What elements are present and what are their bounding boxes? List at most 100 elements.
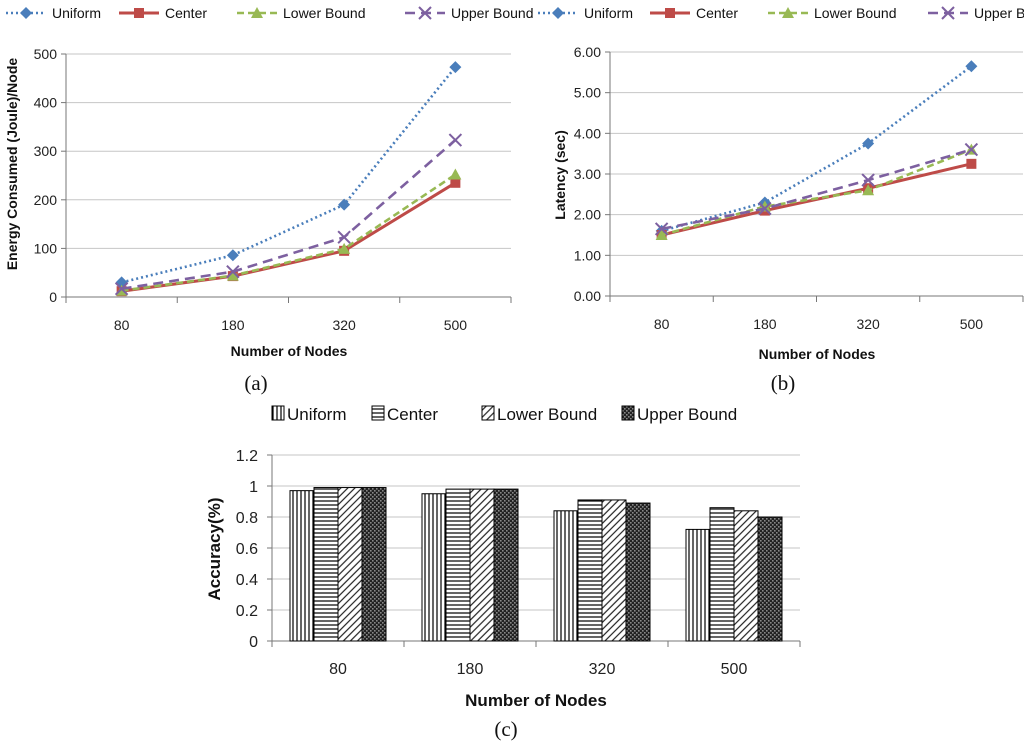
c-bar-uniform bbox=[289, 490, 315, 642]
c-x-tick-label: 80 bbox=[329, 661, 347, 678]
b-y-tick-label: 3.00 bbox=[574, 166, 601, 182]
a-series-upper-bound-line bbox=[121, 139, 457, 291]
a-point-upper-bound bbox=[448, 133, 463, 147]
chart-b-series bbox=[654, 60, 979, 240]
b-x-tick-label: 320 bbox=[856, 316, 880, 332]
chart-c-x-label: Number of Nodes bbox=[465, 691, 607, 710]
c-bar-upper-bound bbox=[361, 487, 387, 642]
b-point-upper-bound-stroke bbox=[758, 201, 772, 216]
c-y-tick-label: 0 bbox=[249, 634, 258, 651]
c-bar-uniform bbox=[553, 510, 579, 642]
c-bar-lower-bound bbox=[733, 510, 759, 642]
c-x-tick-label: 320 bbox=[589, 661, 616, 678]
a-legend-label-lower-bound: Lower Bound bbox=[283, 5, 366, 21]
a-y-tick-label: 200 bbox=[34, 192, 58, 208]
chart-c-legend: Uniform Center Lower Bound Upper Bound bbox=[271, 405, 737, 424]
chart-a-caption: (a) bbox=[244, 371, 267, 395]
c-legend-swatch-upper-bound bbox=[621, 405, 635, 421]
b-point-upper-bound bbox=[964, 142, 979, 157]
c-bar-upper-bound bbox=[757, 516, 783, 642]
chart-c: Uniform Center Lower Bound Upper Bound 0 0.2… bbox=[205, 405, 801, 741]
a-legend-label-uniform: Uniform bbox=[52, 5, 101, 21]
c-bar-upper-bound bbox=[625, 502, 651, 642]
b-point-upper-bound-stroke bbox=[654, 222, 669, 236]
a-legend-label-center: Center bbox=[165, 5, 207, 21]
a-point-upper-bound bbox=[226, 265, 240, 279]
chart-b-legend: Uniform Center Lower Bound Upper Bound bbox=[538, 5, 1024, 21]
b-point-upper-bound-stroke bbox=[964, 142, 979, 157]
chart-b-caption: (b) bbox=[771, 371, 796, 395]
a-point-upper-bound bbox=[337, 230, 351, 244]
c-x-tick-label: 180 bbox=[457, 661, 484, 678]
c-legend-label-lower-bound: Lower Bound bbox=[497, 405, 597, 424]
b-point-lower-bound bbox=[655, 229, 668, 240]
a-series-center-line bbox=[121, 181, 457, 293]
a-y-tick-label: 500 bbox=[34, 46, 58, 62]
a-point-upper-bound-stroke bbox=[448, 133, 463, 147]
a-point-lower-bound bbox=[449, 168, 462, 180]
chart-b-x-ticks: 80 180 320 500 bbox=[609, 296, 1024, 332]
a-legend-marker-upper-bound-stroke bbox=[418, 6, 432, 20]
b-point-upper-bound bbox=[861, 173, 875, 187]
b-legend-marker-center bbox=[665, 8, 675, 18]
a-y-tick-label: 100 bbox=[34, 240, 58, 256]
a-series-lower-bound-line bbox=[121, 173, 457, 292]
c-bar-center bbox=[445, 488, 471, 642]
b-y-tick-label: 2.00 bbox=[574, 207, 601, 223]
b-legend-marker-lower-bound bbox=[782, 7, 794, 18]
a-series-uniform-line bbox=[121, 66, 457, 284]
c-bar-center bbox=[577, 499, 603, 642]
b-legend-label-center: Center bbox=[696, 5, 738, 21]
c-bar-lower-bound bbox=[469, 488, 495, 642]
a-point-upper-bound-stroke bbox=[114, 282, 129, 296]
b-legend-label-lower-bound: Lower Bound bbox=[814, 5, 897, 21]
c-bar-upper-bound bbox=[493, 488, 519, 642]
b-point-center bbox=[966, 158, 977, 169]
c-legend-swatch-center bbox=[371, 405, 385, 421]
a-point-uniform bbox=[449, 61, 462, 74]
b-x-tick-label: 500 bbox=[960, 316, 984, 332]
chart-a: Uniform Center Lower Bound Upper Bound 0 100… bbox=[4, 5, 534, 395]
c-legend-label-upper-bound: Upper Bound bbox=[637, 405, 737, 424]
b-legend-label-upper-bound: Upper Bound bbox=[974, 5, 1024, 21]
chart-b: Uniform Center Lower Bound Upper Bound 0.00… bbox=[538, 5, 1024, 395]
a-x-tick-label: 320 bbox=[332, 317, 356, 333]
a-y-tick-label: 300 bbox=[34, 143, 58, 159]
a-legend-marker-lower-bound bbox=[251, 7, 263, 18]
b-legend-marker-upper-bound-stroke bbox=[941, 6, 955, 20]
a-point-center bbox=[450, 177, 461, 188]
chart-b-y-ticks: 0.00 1.00 2.00 3.00 4.00 5.00 6.00 bbox=[574, 44, 610, 304]
c-bar-center bbox=[709, 507, 735, 642]
chart-c-x-ticks: 80 180 320 500 bbox=[271, 641, 801, 678]
a-legend-marker-upper-bound bbox=[418, 6, 432, 20]
a-x-tick-label: 180 bbox=[221, 317, 245, 333]
chart-c-bars bbox=[289, 487, 783, 642]
c-y-tick-label: 0.4 bbox=[236, 572, 258, 589]
c-legend-label-uniform: Uniform bbox=[287, 405, 347, 424]
b-x-tick-label: 80 bbox=[654, 316, 670, 332]
chart-b-x-label: Number of Nodes bbox=[759, 346, 876, 362]
chart-c-y-label: Accuracy(%) bbox=[205, 498, 224, 601]
c-y-tick-label: 1.2 bbox=[236, 448, 258, 465]
b-series-upper-bound-line bbox=[661, 148, 972, 231]
b-y-tick-label: 5.00 bbox=[574, 85, 601, 101]
b-legend-marker-upper-bound bbox=[941, 6, 955, 20]
a-x-tick-label: 80 bbox=[114, 317, 130, 333]
chart-a-x-ticks: 80 180 320 500 bbox=[65, 297, 512, 333]
chart-b-y-label: Latency (sec) bbox=[552, 130, 568, 219]
chart-a-y-ticks: 0 100 200 300 400 500 bbox=[34, 46, 66, 305]
b-series-uniform-line bbox=[661, 65, 973, 233]
b-series-lower-bound-line bbox=[661, 148, 972, 237]
b-x-tick-label: 180 bbox=[753, 316, 777, 332]
c-bar-lower-bound bbox=[601, 499, 627, 642]
a-legend-label-upper-bound: Upper Bound bbox=[451, 5, 534, 21]
b-y-tick-label: 6.00 bbox=[574, 44, 601, 60]
b-point-upper-bound bbox=[758, 201, 772, 216]
chart-a-legend: Uniform Center Lower Bound Upper Bound bbox=[6, 5, 534, 21]
a-legend-marker-center bbox=[134, 8, 144, 18]
a-point-uniform bbox=[338, 198, 351, 211]
chart-a-gridlines bbox=[65, 53, 511, 298]
chart-c-caption: (c) bbox=[494, 717, 517, 741]
b-y-tick-label: 4.00 bbox=[574, 125, 601, 141]
